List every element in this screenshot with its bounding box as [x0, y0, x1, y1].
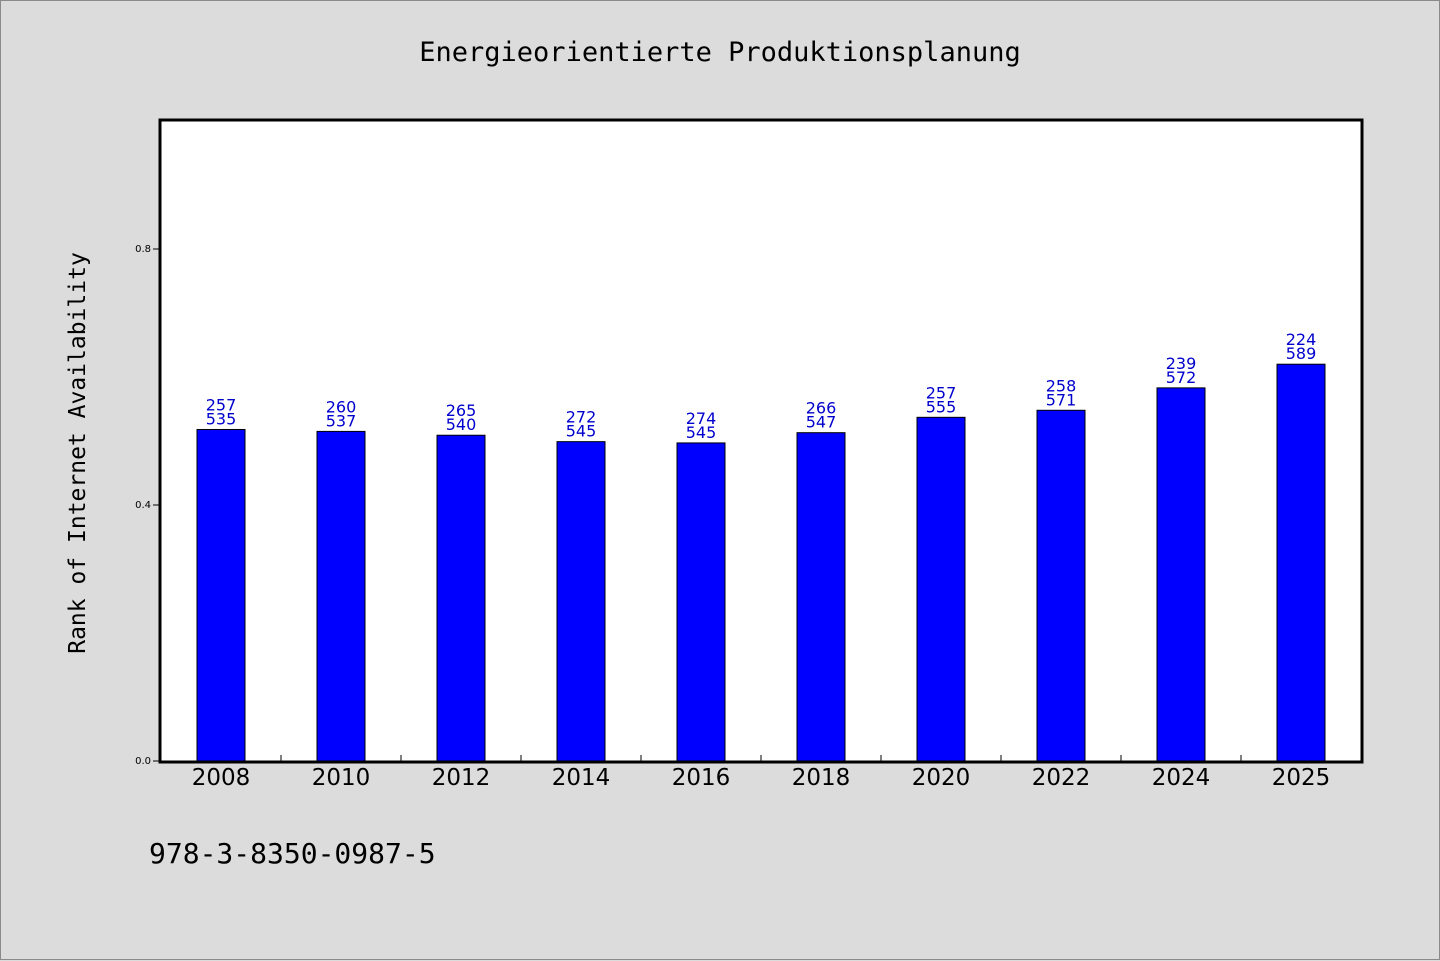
- bar-2022: [1036, 409, 1086, 762]
- data-label-top: 266: [806, 399, 837, 418]
- y-tick-label: 0.0: [135, 756, 151, 767]
- x-tick-label: 2012: [432, 765, 491, 791]
- x-axis: 2008 2010 2012 2014 2016 2018 2020 2022 2024 2025: [192, 755, 1331, 791]
- data-label-top: 224: [1286, 330, 1317, 349]
- x-tick-label: 2018: [792, 765, 851, 791]
- data-label-top: 272: [566, 408, 597, 427]
- data-label-bottom: 540: [446, 415, 477, 434]
- bar-2024: [1156, 387, 1206, 762]
- bar-2012: [436, 434, 486, 762]
- data-label-top: 274: [686, 409, 717, 428]
- data-label-bottom: 571: [1046, 390, 1077, 409]
- y-axis: 0.0 0.4 0.8: [135, 244, 161, 767]
- bar-2008: [196, 428, 246, 762]
- x-tick-label: 2010: [312, 765, 371, 791]
- data-label-top: 265: [446, 401, 477, 420]
- data-label-top: 239: [1166, 354, 1197, 373]
- plot-frame: [158, 118, 1364, 764]
- bar-2016: [676, 442, 726, 762]
- data-label-bottom: 537: [326, 411, 357, 430]
- bar-2020: [916, 416, 966, 762]
- bar-2014: [556, 441, 606, 762]
- x-tick-label: 2025: [1272, 765, 1331, 791]
- data-label-top: 257: [926, 383, 957, 402]
- x-tick-label: 2016: [672, 765, 731, 791]
- data-label-top: 258: [1046, 376, 1077, 395]
- bar-2018: [796, 432, 846, 762]
- data-label-bottom: 572: [1166, 368, 1197, 387]
- data-label-top: 257: [206, 395, 237, 414]
- y-tick-label: 0.8: [135, 244, 151, 255]
- bar-2010: [316, 430, 366, 762]
- data-label-bottom: 555: [926, 397, 957, 416]
- data-label-bottom: 545: [686, 423, 717, 442]
- chart-title: Energieorientierte Produktionsplanung: [419, 37, 1020, 68]
- data-label-bottom: 535: [206, 409, 237, 428]
- isbn-text: 978-3-8350-0987-5: [149, 837, 436, 870]
- x-tick-label: 2022: [1032, 765, 1091, 791]
- x-tick-label: 2014: [552, 765, 611, 791]
- data-label-top: 260: [326, 397, 357, 416]
- data-label-bottom: 589: [1286, 344, 1317, 363]
- x-tick-label: 2008: [192, 765, 251, 791]
- bars: [196, 363, 1326, 762]
- y-tick-label: 0.4: [135, 500, 151, 511]
- data-label-bottom: 545: [566, 422, 597, 441]
- bar-2025: [1276, 363, 1326, 762]
- y-axis-label: Rank of Internet Availability: [65, 252, 91, 654]
- x-tick-label: 2024: [1152, 765, 1211, 791]
- x-tick-label: 2020: [912, 765, 971, 791]
- data-label-bottom: 547: [806, 413, 837, 432]
